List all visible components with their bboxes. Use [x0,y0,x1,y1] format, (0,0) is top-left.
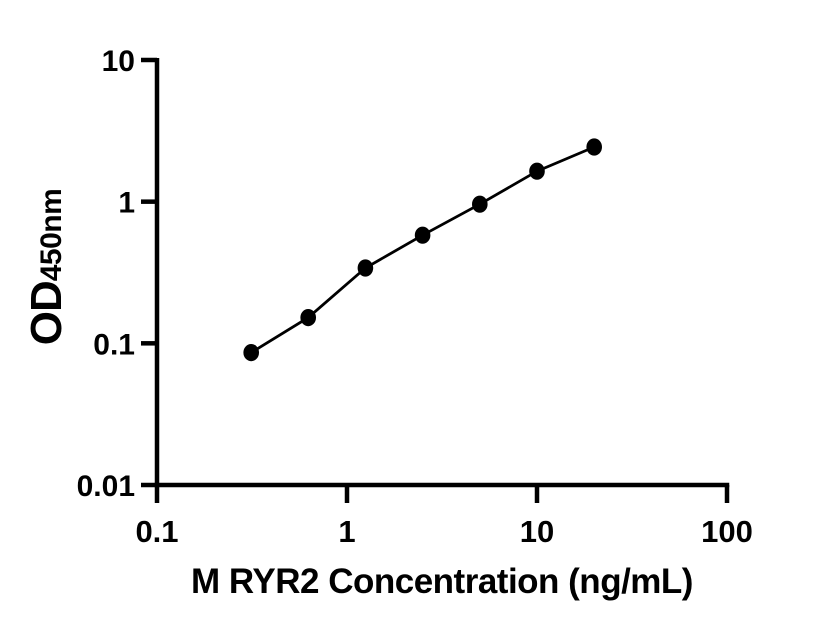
x-tick-label: 0.1 [135,514,178,549]
x-tick-label: 100 [701,514,753,549]
x-axis-title: M RYR2 Concentration (ng/mL) [191,562,693,601]
y-tick-label: 0.01 [77,470,135,503]
data-point-marker [586,138,602,156]
data-point-marker [357,259,374,277]
data-point-marker [243,344,259,362]
x-tick-label: 1 [338,514,355,549]
data-point-marker [472,195,488,213]
y-tick-label: 0.1 [93,328,135,361]
data-point-marker [414,226,431,244]
x-tick-label: 10 [520,514,554,549]
y-tick-label: 10 [102,45,135,78]
y-axis-title: OD450nm [22,188,71,346]
y-tick-label: 1 [118,187,135,220]
data-point-marker [300,309,317,327]
y-axis-title-subscript: 450nm [35,188,68,282]
y-axis-title-main: OD [22,281,71,346]
data-point-marker [529,162,545,180]
